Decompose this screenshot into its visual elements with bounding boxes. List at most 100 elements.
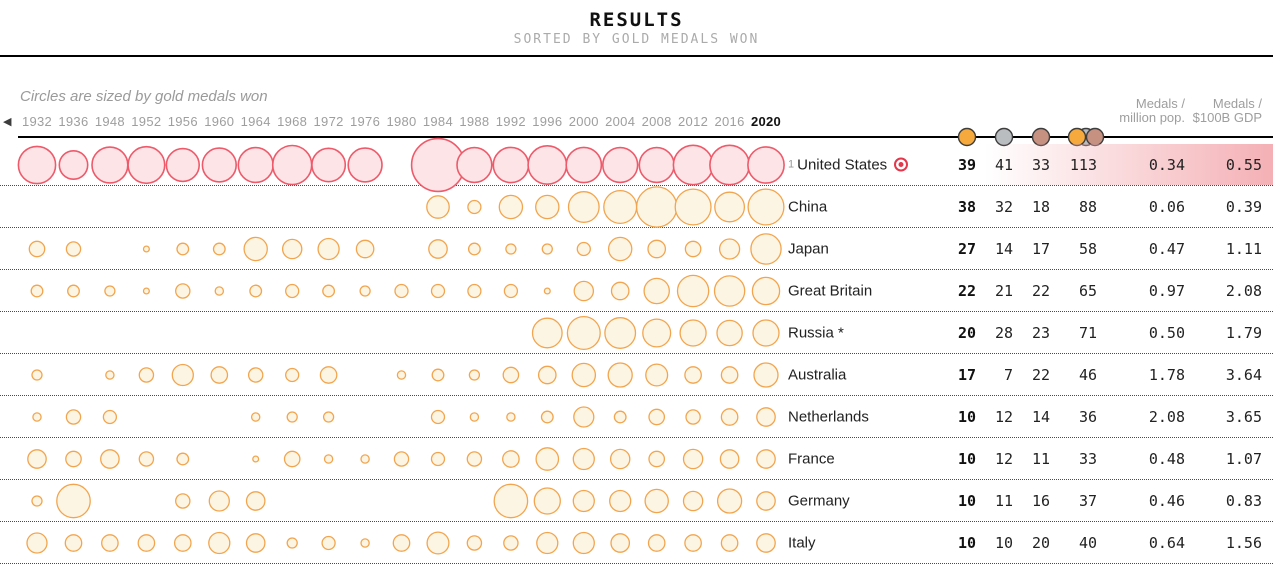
country-label-block: 1 United States — [788, 156, 909, 173]
total-count: 113 — [1069, 155, 1097, 174]
column-header-per-million: Medals / million pop. — [1119, 97, 1185, 125]
year-label-1976: 1976 — [349, 114, 381, 129]
country-label: United States — [797, 156, 888, 173]
medals-per-gdp: 1.07 — [1225, 449, 1262, 468]
year-label-1960: 1960 — [204, 114, 235, 129]
year-label-1964: 1964 — [240, 114, 271, 129]
medals-per-million: 0.97 — [1148, 281, 1185, 300]
table-row: Germany 10 11 16 37 0.46 0.83 — [0, 480, 1273, 522]
gold-count: 27 — [957, 239, 976, 258]
country-label: France — [788, 450, 835, 467]
per-million-line2: million pop. — [1119, 110, 1185, 125]
per-gdp-line1: Medals / — [1212, 96, 1262, 111]
year-label-1968: 1968 — [277, 114, 308, 129]
country-label-block: Netherlands — [788, 408, 869, 425]
bronze-count: 14 — [1031, 407, 1050, 426]
year-label-1996: 1996 — [532, 114, 563, 129]
country-label: Japan — [788, 240, 829, 257]
silver-count: 11 — [994, 491, 1013, 510]
per-gdp-line2: $100B GDP — [1192, 110, 1262, 125]
year-label-1980: 1980 — [386, 114, 417, 129]
medal-legend-icons — [957, 127, 1105, 147]
year-label-1992: 1992 — [495, 114, 526, 129]
bronze-count: 33 — [1031, 155, 1050, 174]
medals-per-gdp: 0.39 — [1225, 197, 1262, 216]
bronze-count: 16 — [1031, 491, 1050, 510]
total-medals-icon — [1085, 127, 1105, 147]
medals-per-million: 0.47 — [1148, 239, 1185, 258]
total-count: 40 — [1078, 533, 1097, 552]
medals-per-gdp: 3.65 — [1225, 407, 1262, 426]
country-label: Italy — [788, 534, 816, 551]
country-label: Russia * — [788, 324, 844, 341]
year-label-1932: 1932 — [21, 114, 53, 129]
gold-count: 38 — [957, 197, 976, 216]
year-label-1956: 1956 — [167, 114, 198, 129]
highlight-gradient — [985, 144, 1273, 185]
silver-count: 7 — [1003, 365, 1013, 384]
gold-count: 39 — [957, 155, 976, 174]
year-label-1936: 1936 — [58, 114, 89, 129]
total-count: 46 — [1078, 365, 1097, 384]
year-label-1948: 1948 — [94, 114, 125, 129]
gold-count: 17 — [957, 365, 976, 384]
silver-count: 12 — [994, 407, 1013, 426]
medals-per-million: 0.06 — [1148, 197, 1185, 216]
bronze-count: 18 — [1031, 197, 1050, 216]
year-label-2012: 2012 — [678, 114, 709, 129]
header-rule — [0, 55, 1273, 57]
country-label: Great Britain — [788, 282, 873, 299]
bronze-count: 11 — [1031, 449, 1050, 468]
total-count: 65 — [1078, 281, 1097, 300]
bronze-count: 22 — [1031, 365, 1050, 384]
gold-count: 20 — [957, 323, 976, 342]
total-count: 37 — [1078, 491, 1097, 510]
medals-per-million: 0.46 — [1148, 491, 1185, 510]
bronze-count: 17 — [1031, 239, 1050, 258]
medals-per-million: 0.50 — [1148, 323, 1185, 342]
year-label-2000: 2000 — [568, 114, 599, 129]
medals-per-gdp: 2.08 — [1225, 281, 1262, 300]
medals-per-million: 2.08 — [1148, 407, 1185, 426]
country-label-block: Japan — [788, 240, 829, 257]
country-label: Australia — [788, 366, 847, 383]
bronze-count: 22 — [1031, 281, 1050, 300]
year-label-2016: 2016 — [714, 114, 745, 129]
per-million-line1: Medals / — [1135, 96, 1185, 111]
total-count: 88 — [1078, 197, 1097, 216]
table-row: 1 United States 39 41 33 113 0.34 0.55 — [0, 144, 1273, 186]
medals-per-gdp: 0.83 — [1225, 491, 1262, 510]
table-row: Australia 17 7 22 46 1.78 3.64 — [0, 354, 1273, 396]
results-table: 1 United States 39 41 33 113 0.34 0.55 China 38 32… — [0, 144, 1273, 564]
table-row: Great Britain 22 21 22 65 0.97 2.08 — [0, 270, 1273, 312]
gold-count: 10 — [957, 533, 976, 552]
medals-per-million: 0.64 — [1148, 533, 1185, 552]
bronze-medal-icon — [1031, 127, 1051, 147]
medals-per-gdp: 3.64 — [1225, 365, 1262, 384]
page-title: RESULTS — [589, 9, 684, 31]
medals-per-gdp: 1.11 — [1225, 239, 1262, 258]
table-row: Russia * 20 28 23 71 0.50 1.79 — [0, 312, 1273, 354]
bronze-count: 23 — [1031, 323, 1050, 342]
country-label-block: Australia — [788, 366, 846, 383]
table-row: China 38 32 18 88 0.06 0.39 — [0, 186, 1273, 228]
medals-per-gdp: 0.55 — [1225, 155, 1262, 174]
country-label: China — [788, 198, 828, 215]
table-row: Netherlands 10 12 14 36 2.08 3.65 — [0, 396, 1273, 438]
year-label-2008: 2008 — [641, 114, 672, 129]
silver-count: 14 — [994, 239, 1013, 258]
year-label-1972: 1972 — [313, 114, 344, 129]
silver-count: 41 — [994, 155, 1013, 174]
country-label: Germany — [788, 492, 850, 509]
silver-count: 28 — [994, 323, 1013, 342]
table-row: France 10 12 11 33 0.48 1.07 — [0, 438, 1273, 480]
country-label-block: Germany — [788, 492, 850, 509]
total-count: 71 — [1078, 323, 1097, 342]
scroll-years-left-icon[interactable]: ◀ — [3, 116, 12, 128]
gold-count: 10 — [957, 491, 976, 510]
year-label-1988: 1988 — [459, 114, 490, 129]
silver-count: 32 — [994, 197, 1013, 216]
country-label-block: China — [788, 198, 827, 215]
gold-medal-icon — [957, 127, 977, 147]
